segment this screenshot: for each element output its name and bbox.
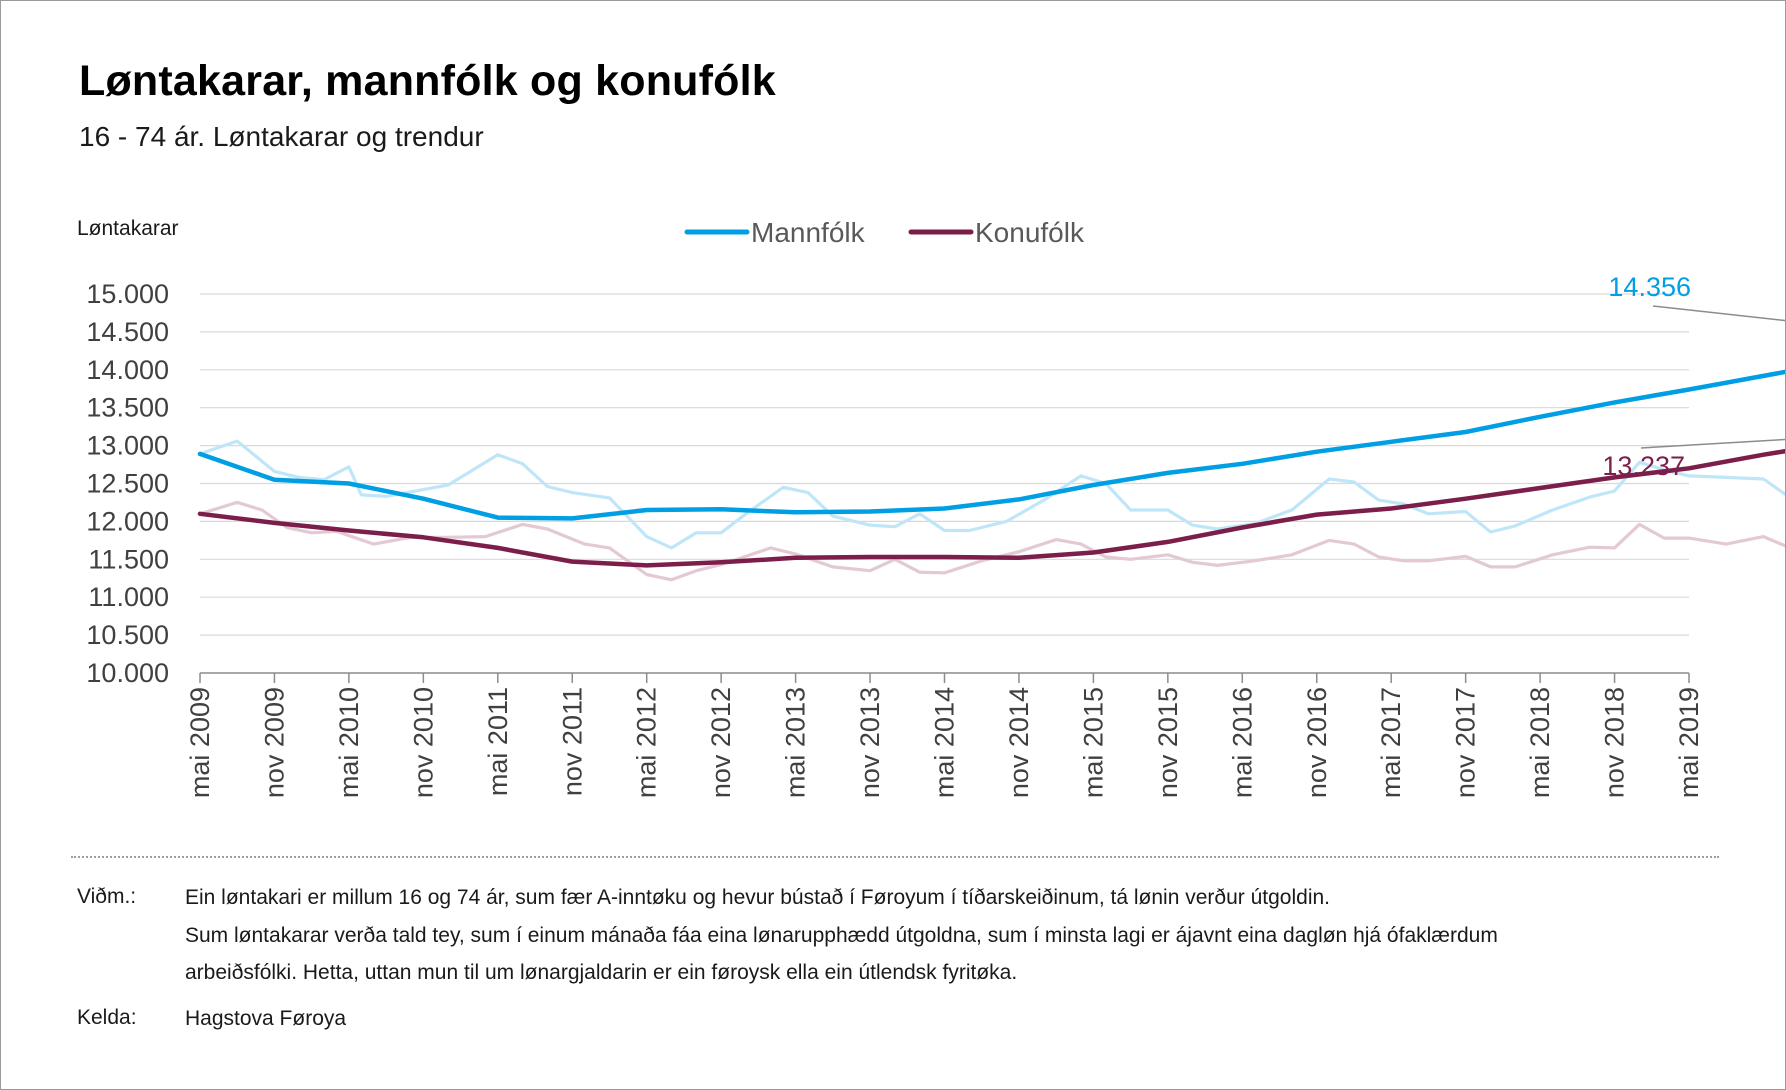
trend-line-mannfolk [197, 369, 1785, 521]
x-tick-label: nov 2010 [408, 687, 438, 798]
x-tick-label: nov 2017 [1451, 687, 1481, 798]
y-tick-label: 10.000 [86, 658, 169, 688]
x-tick-labels: mai 2009 nov 2009 mai 2010 nov 2010 mai 2011… [185, 673, 1704, 798]
chart-title: Løntakarar, mannfólk og konufólk [79, 57, 776, 105]
x-tick-label: mai 2009 [185, 687, 215, 798]
x-tick-label: mai 2010 [334, 687, 364, 798]
x-tick-label: mai 2014 [930, 687, 960, 798]
notes-line-3: arbeiðsfólki. Hetta, uttan mun til um lø… [185, 961, 1018, 984]
x-tick-label: nov 2009 [259, 687, 289, 798]
y-tick-label: 11.500 [88, 544, 169, 574]
gridlines [200, 293, 1689, 674]
y-axis-label: Løntakarar [77, 217, 179, 240]
end-value-labels: 14.356 13.237 [1602, 272, 1785, 481]
notes-divider [71, 856, 1719, 858]
trend-series-lines [197, 369, 1785, 568]
x-tick-label: nov 2018 [1600, 687, 1630, 798]
x-tick-label: mai 2016 [1227, 687, 1257, 798]
x-tick-label: mai 2019 [1674, 687, 1704, 798]
leader-line [1640, 438, 1785, 449]
x-tick-label: mai 2015 [1078, 687, 1108, 798]
y-tick-label: 14.000 [86, 355, 169, 385]
y-tick-label: 12.000 [86, 506, 169, 536]
y-tick-labels: 10.000 10.500 11.000 11.500 12.000 12.500 13.0… [86, 279, 169, 688]
end-value-label: 13.237 [1602, 451, 1685, 481]
chart-subtitle: 16 - 74 ár. Løntakarar og trendur [79, 121, 484, 152]
x-tick-label: nov 2012 [706, 687, 736, 798]
x-tick-label: mai 2012 [632, 687, 662, 798]
source-value: Hagstova Føroya [185, 1007, 347, 1030]
end-value-label: 14.356 [1608, 272, 1691, 302]
leader-line [1652, 305, 1785, 322]
raw-line-konufolk [199, 500, 1785, 582]
x-tick-label: mai 2013 [781, 687, 811, 798]
y-tick-label: 10.500 [86, 620, 169, 650]
y-tick-label: 12.500 [86, 469, 169, 499]
x-tick-label: nov 2013 [855, 687, 885, 798]
notes-line-1: Ein løntakari er millum 16 og 74 ár, sum… [185, 886, 1330, 909]
x-tick-label: nov 2011 [557, 687, 587, 796]
line-chart: 10.000 10.500 11.000 11.500 12.000 12.500 13.0… [86, 217, 1785, 798]
x-tick-label: mai 2017 [1376, 687, 1406, 798]
x-tick-label: nov 2014 [1004, 687, 1034, 798]
y-tick-label: 11.000 [88, 582, 169, 612]
legend: Mannfólk Konufólk [684, 217, 1085, 248]
x-tick-label: nov 2015 [1153, 687, 1183, 798]
x-tick-label: mai 2018 [1525, 687, 1555, 798]
legend-label: Konufólk [975, 217, 1085, 248]
y-tick-label: 13.500 [86, 393, 169, 423]
x-tick-label: mai 2011 [483, 687, 513, 796]
trend-line-konufolk [197, 448, 1785, 568]
raw-line-mannfolk [199, 439, 1785, 550]
y-tick-label: 13.000 [86, 431, 169, 461]
notes-label: Viðm.: [77, 885, 137, 908]
x-tick-label: nov 2016 [1302, 687, 1332, 798]
source-label: Kelda: [77, 1006, 137, 1029]
notes-line-2: Sum løntakarar verða tald tey, sum í ein… [185, 924, 1498, 947]
y-tick-label: 14.500 [86, 317, 169, 347]
legend-label: Mannfólk [751, 217, 866, 248]
y-tick-label: 15.000 [86, 279, 169, 309]
